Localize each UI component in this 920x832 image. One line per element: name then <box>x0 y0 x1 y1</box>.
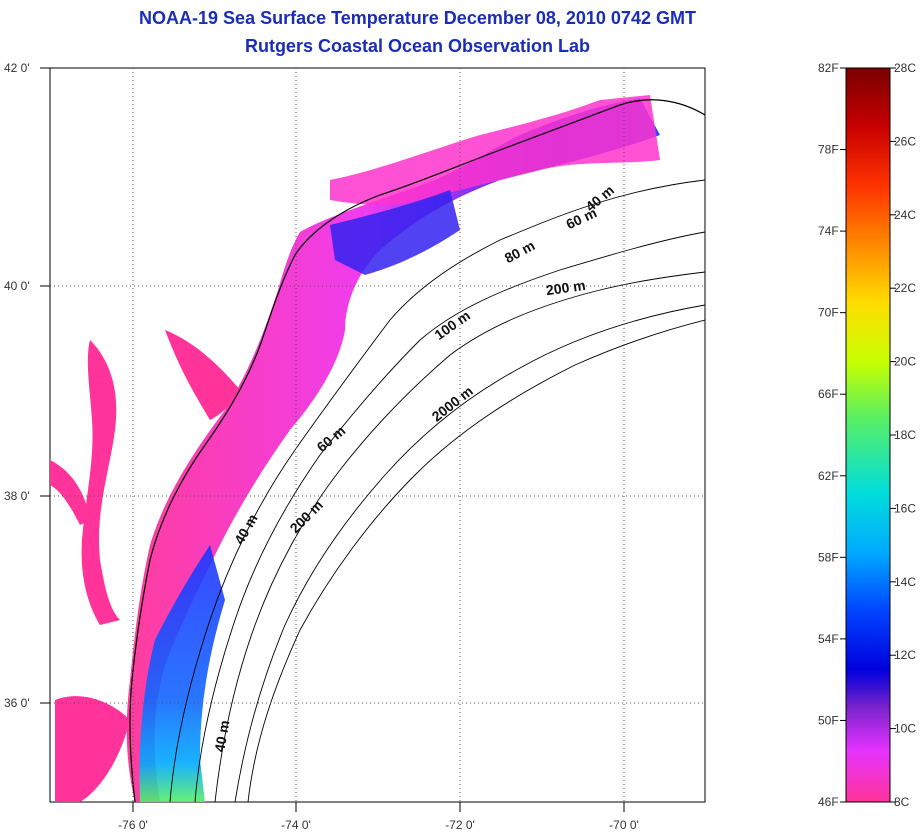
lat-tick-label: 40 0' <box>4 279 30 293</box>
lon-tick-label: -76 0' <box>118 818 148 832</box>
colorbar-c-label: 20C <box>894 355 916 369</box>
map-title: NOAA-19 Sea Surface Temperature December… <box>139 8 696 28</box>
colorbar-ticks <box>840 67 896 803</box>
colorbar-f-label: 74F <box>818 224 839 238</box>
colorbar-f-label: 62F <box>818 469 839 483</box>
colorbar-f-label: 50F <box>818 713 839 727</box>
southern-shelf-sst <box>139 545 225 802</box>
axis-ticks <box>40 67 625 812</box>
colorbar <box>845 67 891 803</box>
lon-tick-label: -72 0' <box>445 818 475 832</box>
pamlico-sound <box>55 696 130 802</box>
colorbar-c-label: 18C <box>894 428 916 442</box>
colorbar-c-label: 10C <box>894 722 916 736</box>
colorbar-f-label: 82F <box>818 61 839 75</box>
colorbar-f-label: 58F <box>818 550 839 564</box>
colorbar-c-label: 26C <box>894 134 916 148</box>
chesapeake-bay <box>81 340 120 625</box>
coastline <box>129 99 705 802</box>
map-subtitle: Rutgers Coastal Ocean Observation Lab <box>244 36 591 56</box>
colorbar-f-label: 46F <box>818 795 839 809</box>
bathymetry-contours <box>169 179 705 802</box>
colorbar-c-label: 16C <box>894 501 916 515</box>
colorbar-f-label: 54F <box>818 632 839 646</box>
colorbar-c-label: 12C <box>894 648 916 662</box>
colorbar-c-label: 22C <box>894 281 916 295</box>
colorbar-f-label: 66F <box>818 387 839 401</box>
western-rivers <box>50 460 90 525</box>
colorbar-c-label: 14C <box>894 575 916 589</box>
colorbar-fahrenheit-labels: 82F 78F 74F 70F 66F 62F 58F 54F 50F 46F <box>818 61 839 809</box>
colorbar-c-label: 28C <box>894 61 916 75</box>
contour-label: 200 m <box>545 277 587 298</box>
lon-tick-label: -70 0' <box>609 818 639 832</box>
colorbar-f-label: 70F <box>818 306 839 320</box>
contour-label: 40 m <box>211 719 232 753</box>
colorbar-f-label: 78F <box>818 143 839 157</box>
colorbar-c-label: 8C <box>894 795 910 809</box>
ne-shelf-sst <box>330 95 660 205</box>
ny-bight-sst <box>330 190 460 275</box>
lat-tick-label: 38 0' <box>4 489 30 503</box>
map-content <box>50 95 705 802</box>
colorbar-celsius-labels: 28C 26C 24C 22C 20C 18C 16C 14C 12C 10C 8C <box>894 61 916 809</box>
lon-tick-label: -74 0' <box>281 818 311 832</box>
colorbar-c-label: 24C <box>894 208 916 222</box>
lat-tick-label: 36 0' <box>4 696 30 710</box>
delaware-bay <box>165 330 240 420</box>
lat-tick-label: 42 0' <box>4 61 30 75</box>
